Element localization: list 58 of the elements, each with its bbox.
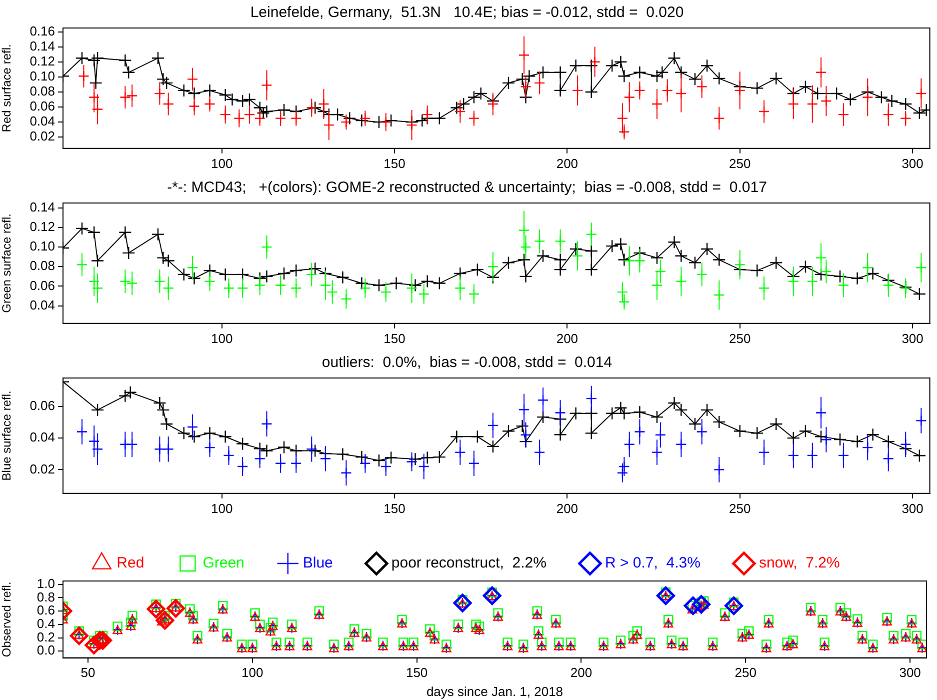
x-axis-title: days since Jan. 1, 2018 bbox=[426, 684, 564, 699]
legend-label: poor reconstruct, 2.2% bbox=[391, 554, 546, 572]
legend-label: Blue bbox=[302, 554, 333, 572]
legend-label: Red bbox=[116, 554, 144, 572]
x-tick-label: 100 bbox=[211, 156, 233, 171]
x-tick-label: 150 bbox=[384, 500, 406, 516]
x-tick-label: 200 bbox=[556, 156, 578, 171]
y-tick-label: 0.06 bbox=[30, 398, 55, 414]
x-tick-label: 100 bbox=[211, 500, 233, 516]
x-tick-label: 150 bbox=[384, 330, 406, 346]
y-tick-label: 0.12 bbox=[30, 53, 55, 68]
y-tick-label: 0.08 bbox=[30, 258, 55, 274]
chart-title: outliers: 0.0%, bias = -0.008, stdd = 0.014 bbox=[322, 354, 612, 372]
legend-label: Green bbox=[202, 554, 244, 572]
y-tick-label: 0.04 bbox=[30, 297, 55, 312]
x-tick-label: 200 bbox=[556, 500, 578, 516]
x-tick-label: 150 bbox=[406, 665, 428, 680]
legend-label: snow, 7.2% bbox=[758, 554, 840, 572]
y-tick-label: 0.6 bbox=[36, 602, 55, 618]
x-tick-label: 300 bbox=[902, 156, 924, 171]
chart-title: -*-: MCD43; +(colors): GOME-2 reconstructed & uncertainty; bias = -0.008, stdd = 0.017 bbox=[167, 179, 767, 196]
y-tick-label: 0.10 bbox=[30, 238, 55, 254]
x-tick-label: 250 bbox=[729, 330, 751, 346]
y-tick-label: 1.0 bbox=[36, 576, 55, 591]
y-axis-title: Observed refl. bbox=[0, 582, 14, 658]
y-tick-label: 0.14 bbox=[30, 38, 55, 54]
x-tick-label: 250 bbox=[734, 665, 756, 680]
y-tick-label: 0.14 bbox=[30, 199, 55, 214]
x-tick-label: 300 bbox=[902, 500, 924, 516]
x-tick-label: 200 bbox=[570, 665, 592, 680]
x-tick-label: 300 bbox=[902, 330, 924, 346]
legend-label: R > 0.7, 4.3% bbox=[604, 554, 700, 572]
y-axis-title: Green surface refl. bbox=[0, 214, 14, 313]
y-tick-label: 0.02 bbox=[30, 128, 55, 144]
y-tick-label: 0.04 bbox=[30, 430, 55, 445]
y-tick-label: 0.12 bbox=[30, 219, 55, 234]
y-tick-label: 0.0 bbox=[36, 642, 55, 658]
y-axis-title: Red surface refl. bbox=[0, 44, 14, 132]
y-tick-label: 0.8 bbox=[36, 589, 55, 604]
y-tick-label: 0.06 bbox=[30, 98, 55, 114]
y-axis-title: Blue surface refl. bbox=[0, 390, 14, 481]
chart-title: Leinefelde, Germany, 51.3N 10.4E; bias = -0.012, stdd = 0.020 bbox=[250, 4, 684, 22]
y-tick-label: 0.10 bbox=[30, 68, 55, 84]
x-tick-label: 150 bbox=[384, 156, 406, 171]
x-tick-label: 50 bbox=[80, 665, 96, 680]
y-tick-label: 0.16 bbox=[30, 23, 55, 38]
x-tick-label: 200 bbox=[556, 330, 578, 346]
y-tick-label: 0.04 bbox=[30, 114, 55, 129]
y-tick-label: 0.02 bbox=[30, 461, 55, 476]
x-tick-label: 100 bbox=[211, 330, 233, 346]
y-tick-label: 0.06 bbox=[30, 278, 55, 293]
x-tick-label: 300 bbox=[899, 665, 921, 680]
y-tick-label: 0.08 bbox=[30, 84, 55, 99]
x-tick-label: 250 bbox=[729, 500, 751, 516]
y-tick-label: 0.2 bbox=[36, 629, 55, 644]
x-tick-label: 250 bbox=[729, 156, 751, 171]
x-tick-label: 100 bbox=[242, 665, 264, 680]
y-tick-label: 0.4 bbox=[36, 616, 55, 631]
